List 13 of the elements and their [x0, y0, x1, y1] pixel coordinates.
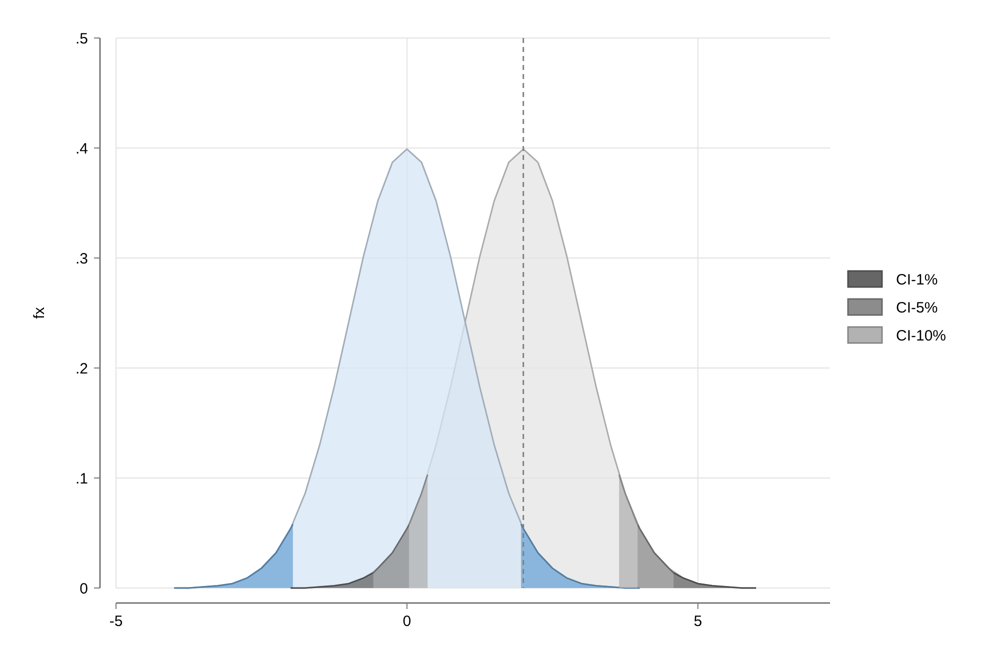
y-tick-label: .4: [75, 140, 88, 158]
x-tick-label: 5: [694, 613, 702, 630]
y-tick-label: 0: [80, 580, 88, 598]
legend-label: CI-10%: [896, 327, 946, 344]
y-tick-label: .1: [75, 470, 88, 488]
x-tick-label: 0: [402, 613, 412, 630]
y-tick-label: .5: [75, 30, 88, 48]
y-tick-label: .2: [75, 360, 88, 378]
legend-label: CI-5%: [896, 299, 938, 316]
y-axis-title: fx: [31, 306, 48, 319]
y-tick-label: .3: [75, 250, 88, 268]
x-tick-label: -5: [109, 613, 123, 630]
legend-label: CI-1%: [896, 271, 938, 288]
